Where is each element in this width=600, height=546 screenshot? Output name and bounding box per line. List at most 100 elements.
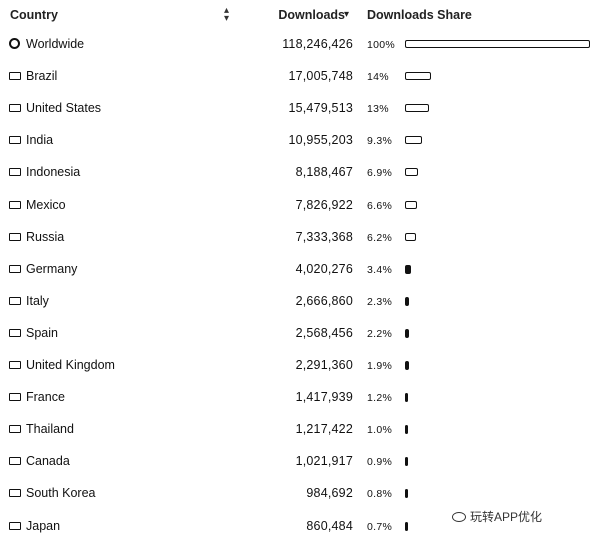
downloads-value: 1,021,917 — [295, 454, 353, 469]
share-percent: 0.7% — [367, 520, 393, 533]
downloads-value: 1,217,422 — [295, 422, 353, 437]
country-name: Thailand — [26, 422, 74, 437]
sort-icon[interactable]: ▴ ▾ — [224, 5, 230, 24]
watermark-text: 玩转APP优化 — [470, 510, 543, 524]
flag-italy-icon — [9, 296, 21, 305]
downloads-value: 10,955,203 — [288, 133, 353, 148]
downloads-value: 8,188,467 — [295, 165, 353, 180]
downloads-value: 7,826,922 — [295, 197, 353, 212]
table-row[interactable]: Mexico 7,826,922 6.6% — [0, 193, 600, 225]
share-percent: 14% — [367, 71, 389, 84]
downloads-value: 2,291,360 — [295, 358, 353, 372]
country-name: Indonesia — [26, 165, 81, 180]
share-percent: 6.9% — [367, 167, 393, 180]
share-percent: 1.9% — [367, 360, 393, 372]
country-name: Japan — [26, 518, 61, 533]
share-percent: 1.2% — [367, 392, 393, 405]
flag-uk-icon — [9, 361, 21, 369]
table-row[interactable]: Italy 2,666,860 2.3% — [0, 289, 600, 321]
flag-south-korea-icon — [9, 489, 21, 498]
downloads-value: 2,666,860 — [295, 293, 353, 308]
share-percent: 3.4% — [367, 263, 393, 276]
downloads-value: 1,417,939 — [295, 390, 353, 405]
globe-icon — [9, 38, 20, 49]
downloads-value: 118,246,426 — [282, 37, 353, 51]
flag-mexico-icon — [9, 200, 21, 209]
country-name: Russia — [26, 229, 65, 244]
share-percent: 6.2% — [367, 231, 393, 244]
share-bar — [405, 296, 410, 306]
downloads-value: 2,568,456 — [295, 325, 353, 340]
table-row[interactable]: Spain 2,568,456 2.2% — [0, 321, 600, 353]
country-name: United Kingdom — [26, 358, 115, 372]
table-row[interactable]: Russia 7,333,368 6.2% — [0, 225, 600, 257]
downloads-value: 860,484 — [306, 518, 353, 533]
share-bar — [405, 200, 418, 209]
share-bar — [405, 328, 410, 338]
share-bar — [405, 168, 418, 177]
flag-japan-icon — [9, 521, 21, 530]
flag-germany-icon — [9, 264, 21, 273]
table-row[interactable]: Germany 4,020,276 3.4% — [0, 257, 600, 289]
table-row[interactable]: United Kingdom 2,291,360 1.9% — [0, 353, 600, 385]
share-bar — [405, 40, 590, 48]
table-row[interactable]: Indonesia 8,188,467 6.9% — [0, 160, 600, 192]
flag-indonesia-icon — [9, 168, 21, 177]
share-bar — [405, 457, 408, 467]
table-row[interactable]: Brazil 17,005,748 14% — [0, 64, 600, 96]
downloads-value: 984,692 — [306, 486, 353, 501]
country-name: Mexico — [26, 197, 66, 212]
share-percent: 1.0% — [367, 424, 393, 437]
wechat-icon — [452, 512, 466, 522]
flag-india-icon — [9, 136, 21, 145]
country-name: United States — [26, 101, 102, 116]
column-header-downloads-share[interactable]: Downloads Share — [367, 8, 472, 22]
country-name: Worldwide — [26, 37, 85, 51]
flag-spain-icon — [9, 328, 21, 337]
share-percent: 100% — [367, 39, 396, 51]
share-percent: 6.6% — [367, 199, 393, 212]
country-name: Spain — [26, 325, 58, 340]
table-row[interactable]: India 10,955,203 9.3% — [0, 128, 600, 160]
share-percent: 9.3% — [367, 135, 393, 148]
downloads-value: 15,479,513 — [288, 101, 353, 116]
downloads-value: 4,020,276 — [295, 261, 353, 276]
table-row[interactable]: United States 15,479,513 13% — [0, 96, 600, 128]
share-bar — [405, 361, 409, 370]
country-name: Brazil — [26, 69, 58, 84]
share-percent: 0.8% — [367, 488, 393, 501]
sort-descending-icon[interactable]: ▾ — [344, 9, 350, 20]
flag-us-icon — [9, 104, 21, 113]
flag-russia-icon — [9, 232, 21, 241]
share-bar — [405, 232, 417, 241]
country-name: Canada — [26, 454, 70, 469]
share-percent: 2.3% — [367, 295, 393, 308]
share-percent: 2.2% — [367, 327, 393, 340]
downloads-value: 7,333,368 — [295, 229, 353, 244]
column-header-country[interactable]: Country — [10, 8, 58, 22]
country-name: France — [26, 390, 65, 405]
table-row[interactable]: Canada 1,021,917 0.9% — [0, 449, 600, 481]
column-header-downloads[interactable]: Downloads — [278, 8, 345, 22]
country-name: India — [26, 133, 54, 148]
share-bar — [405, 489, 408, 499]
table-row[interactable]: France 1,417,939 1.2% — [0, 385, 600, 417]
country-name: Germany — [26, 261, 78, 276]
share-bar — [405, 393, 408, 403]
share-bar — [405, 264, 412, 274]
flag-canada-icon — [9, 457, 21, 466]
share-percent: 13% — [367, 103, 389, 116]
share-bar — [405, 72, 431, 81]
table-row[interactable]: Worldwide 118,246,426 100% — [0, 32, 600, 64]
share-bar — [405, 425, 408, 435]
downloads-value: 17,005,748 — [288, 69, 353, 84]
flag-france-icon — [9, 393, 21, 402]
share-bar — [405, 104, 430, 113]
table-row[interactable]: South Korea 984,692 0.8% — [0, 481, 600, 513]
share-bar — [405, 136, 423, 145]
table-row[interactable]: Japan 860,484 0.7% — [0, 514, 600, 546]
table-row[interactable]: Thailand 1,217,422 1.0% — [0, 417, 600, 449]
flag-thailand-icon — [9, 425, 21, 434]
flag-brazil-icon — [9, 72, 21, 81]
watermark: 玩转APP优化 — [452, 508, 542, 526]
